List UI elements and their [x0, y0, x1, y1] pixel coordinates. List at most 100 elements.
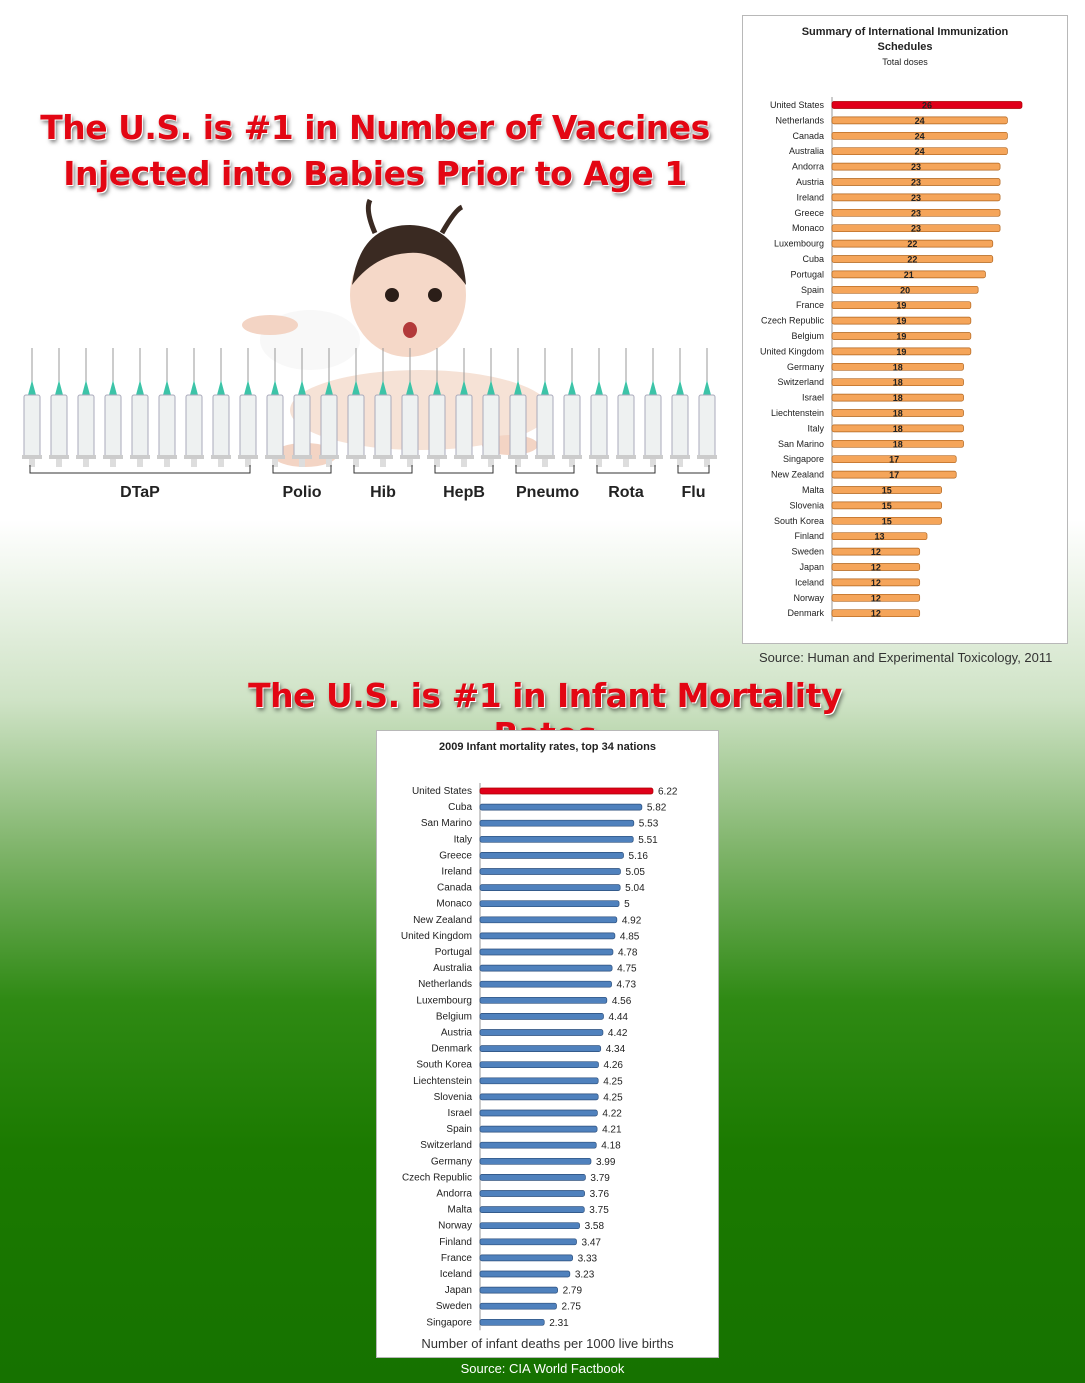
data-label: 4.75 — [617, 964, 637, 975]
syringe-icon — [157, 348, 177, 467]
bar — [831, 547, 921, 556]
bar — [831, 301, 972, 310]
mortality-chart: United States 6.22 Cuba 5.82 San Marino 5.53 I… — [401, 783, 678, 1331]
syringe-hub — [487, 380, 495, 395]
syringe-flange — [292, 455, 312, 459]
bar — [479, 1174, 586, 1181]
category-label: Liechtenstein — [413, 1076, 472, 1087]
data-label: 2.75 — [561, 1302, 581, 1313]
bar — [831, 516, 942, 525]
syringe-plunger — [83, 459, 89, 467]
category-label: Austria — [441, 1028, 473, 1039]
syringe-hub — [460, 380, 468, 395]
data-label: 4.25 — [603, 1076, 623, 1087]
bar — [479, 1045, 602, 1052]
bar — [479, 996, 608, 1004]
category-label: United States — [412, 786, 472, 797]
category-label: Belgium — [791, 331, 824, 341]
data-label: 5.05 — [625, 867, 645, 878]
data-label: 12 — [871, 609, 881, 619]
group-bracket — [272, 465, 332, 474]
data-label: 4.92 — [622, 915, 642, 926]
data-label: 23 — [911, 208, 921, 218]
category-label: Italy — [807, 423, 824, 433]
group-bracket — [596, 465, 656, 474]
chart-subtitle: Total doses — [882, 57, 928, 67]
bar — [831, 578, 921, 587]
data-label: 20 — [900, 285, 910, 295]
data-label: 12 — [871, 563, 881, 573]
data-label: 4.78 — [618, 948, 638, 959]
chart-title: 2009 Infant mortality rates, top 34 nati… — [438, 741, 656, 753]
category-label: Austria — [796, 177, 824, 187]
syringe-flange — [454, 455, 474, 459]
syringe-icon — [130, 348, 150, 467]
syringe-barrel — [320, 394, 338, 458]
bar — [479, 1157, 592, 1165]
bar — [831, 162, 1001, 171]
category-label: Liechtenstein — [771, 408, 824, 418]
syringe-flange — [562, 455, 582, 459]
data-label: 4.22 — [602, 1109, 622, 1120]
data-label: 23 — [911, 193, 921, 203]
category-label: New Zealand — [771, 470, 824, 480]
syringe-barrel — [131, 394, 149, 458]
bar — [479, 1093, 599, 1101]
syringe-hub — [379, 380, 387, 395]
data-label: 3.58 — [585, 1221, 605, 1232]
category-label: Switzerland — [420, 1140, 472, 1151]
data-label: 19 — [896, 316, 906, 326]
category-label: Israel — [802, 393, 824, 403]
bar — [831, 532, 928, 541]
category-label: Germany — [431, 1156, 472, 1167]
bar — [831, 131, 1008, 140]
syringe-flange — [481, 455, 501, 459]
vaccine-group-label: DTaP — [120, 484, 160, 501]
data-label: 22 — [907, 255, 917, 265]
syringe-barrel — [185, 394, 203, 458]
syringe-flange — [670, 455, 690, 459]
syringe-flange — [157, 455, 177, 459]
category-label: Australia — [789, 146, 824, 156]
syringe-flange — [400, 455, 420, 459]
bar — [479, 948, 614, 956]
syringe-hub — [163, 380, 171, 395]
syringe-barrel — [293, 394, 311, 458]
category-label: Luxembourg — [416, 995, 472, 1006]
category-label: Denmark — [431, 1044, 473, 1055]
syringe-hub — [703, 380, 711, 395]
vaccine-group-label: Flu — [681, 484, 706, 501]
data-label: 15 — [882, 486, 892, 496]
syringe-plunger — [650, 459, 656, 467]
vaccine-group-label: HepB — [443, 484, 485, 501]
data-label: 17 — [889, 470, 899, 480]
data-label: 4.44 — [608, 1012, 628, 1023]
category-label: United Kingdom — [401, 931, 472, 942]
syringe-flange — [265, 455, 285, 459]
category-label: Japan — [445, 1285, 472, 1296]
syringe-barrel — [374, 394, 392, 458]
category-label: Greece — [794, 208, 824, 218]
data-label: 3.76 — [590, 1189, 610, 1200]
chart-title: Summary of International Immunization Sc… — [801, 26, 1009, 53]
data-label: 6.22 — [658, 787, 678, 798]
bar — [479, 1029, 604, 1036]
bar — [831, 501, 942, 510]
bar — [479, 1141, 597, 1149]
bar — [479, 787, 654, 795]
bar — [831, 147, 1008, 156]
data-label: 22 — [907, 239, 917, 249]
syringe-hub — [595, 380, 603, 395]
category-label: Portugal — [790, 269, 824, 279]
category-label: Czech Republic — [402, 1172, 472, 1183]
category-label: Malta — [802, 485, 824, 495]
syringe-plunger — [380, 459, 386, 467]
syringe-plunger — [218, 459, 224, 467]
category-label: Greece — [439, 850, 472, 861]
bar — [479, 1286, 558, 1294]
syringe-icon — [211, 348, 231, 467]
data-label: 18 — [893, 378, 903, 388]
category-label: Switzerland — [777, 377, 824, 387]
data-label: 26 — [922, 101, 932, 111]
data-label: 23 — [911, 178, 921, 188]
